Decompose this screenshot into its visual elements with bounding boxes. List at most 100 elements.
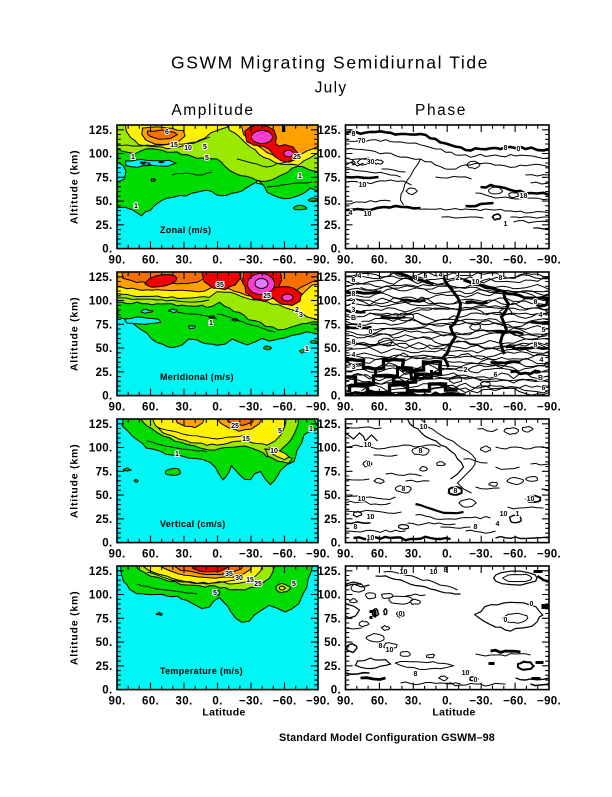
- svg-text:4: 4: [349, 210, 353, 217]
- svg-text:6: 6: [352, 277, 356, 284]
- svg-text:90.: 90.: [337, 255, 354, 267]
- svg-text:30.: 30.: [176, 255, 193, 267]
- svg-text:75.: 75.: [96, 319, 113, 331]
- svg-text:10: 10: [359, 182, 367, 189]
- svg-text:50.: 50.: [324, 490, 341, 502]
- svg-text:Zonal (m/s): Zonal (m/s): [160, 225, 211, 235]
- svg-text:Altitude (km): Altitude (km): [69, 591, 81, 666]
- svg-text:4: 4: [496, 521, 500, 528]
- svg-text:10: 10: [462, 670, 470, 677]
- svg-text:30.: 30.: [176, 549, 193, 561]
- svg-text:125.: 125.: [89, 419, 113, 431]
- svg-text:4: 4: [540, 357, 544, 364]
- svg-text:5: 5: [203, 144, 207, 151]
- svg-text:100.: 100.: [89, 590, 113, 602]
- svg-text:125.: 125.: [317, 566, 341, 578]
- svg-text:B: B: [538, 375, 543, 382]
- svg-text:−60.: −60.: [273, 696, 297, 708]
- svg-text:100.: 100.: [317, 149, 341, 161]
- svg-text:−60.: −60.: [503, 696, 527, 708]
- svg-text:1: 1: [504, 221, 508, 228]
- svg-text:50.: 50.: [96, 637, 113, 649]
- svg-text:5: 5: [292, 581, 296, 588]
- svg-text:15: 15: [170, 142, 178, 149]
- svg-text:1: 1: [309, 426, 313, 433]
- svg-text:50.: 50.: [324, 637, 341, 649]
- svg-text:25.: 25.: [324, 220, 341, 232]
- svg-text:0.: 0.: [212, 255, 222, 267]
- svg-text:−90.: −90.: [306, 402, 330, 414]
- svg-text:4: 4: [439, 272, 443, 279]
- svg-text:Phase: Phase: [415, 102, 467, 119]
- svg-text:8: 8: [414, 671, 418, 678]
- svg-text:0: 0: [474, 677, 478, 684]
- svg-text:100.: 100.: [317, 590, 341, 602]
- svg-text:0.: 0.: [212, 402, 222, 414]
- svg-text:90.: 90.: [109, 696, 126, 708]
- svg-text:75.: 75.: [96, 613, 113, 625]
- svg-text:3: 3: [299, 312, 303, 319]
- svg-text:30.: 30.: [405, 402, 422, 414]
- svg-text:4: 4: [358, 323, 362, 330]
- svg-text:10: 10: [420, 424, 428, 431]
- svg-text:−60.: −60.: [273, 402, 297, 414]
- svg-text:8: 8: [414, 275, 418, 282]
- svg-text:Altitude (km): Altitude (km): [69, 297, 81, 372]
- svg-text:25: 25: [263, 293, 271, 300]
- svg-text:0.: 0.: [331, 685, 341, 697]
- svg-text:GSWM Migrating Semidiurnal Tid: GSWM Migrating Semidiurnal Tide: [171, 53, 489, 73]
- svg-text:25: 25: [254, 581, 262, 588]
- svg-text:2: 2: [352, 299, 356, 306]
- svg-text:25.: 25.: [324, 514, 341, 526]
- svg-text:30: 30: [367, 159, 375, 166]
- svg-text:75.: 75.: [324, 172, 341, 184]
- svg-text:10: 10: [367, 535, 375, 542]
- svg-text:−90.: −90.: [537, 696, 561, 708]
- svg-text:8: 8: [474, 524, 478, 531]
- svg-text:30.: 30.: [176, 696, 193, 708]
- svg-text:−90.: −90.: [306, 696, 330, 708]
- svg-text:25: 25: [293, 154, 301, 161]
- svg-text:75.: 75.: [96, 172, 113, 184]
- svg-text:0: 0: [504, 617, 508, 624]
- svg-text:0.: 0.: [442, 549, 452, 561]
- svg-text:10: 10: [400, 569, 408, 576]
- svg-text:60.: 60.: [371, 696, 388, 708]
- svg-text:3: 3: [352, 307, 356, 314]
- svg-text:4: 4: [352, 352, 356, 359]
- svg-text:0.: 0.: [212, 696, 222, 708]
- svg-text:2: 2: [456, 275, 460, 282]
- svg-text:25.: 25.: [96, 367, 113, 379]
- svg-text:30.: 30.: [176, 402, 193, 414]
- svg-text:−60.: −60.: [273, 549, 297, 561]
- svg-text:100.: 100.: [89, 149, 113, 161]
- svg-text:10: 10: [358, 496, 366, 503]
- svg-text:2: 2: [295, 307, 299, 314]
- svg-text:10: 10: [430, 569, 438, 576]
- svg-text:25: 25: [231, 423, 239, 430]
- svg-text:B: B: [351, 315, 356, 322]
- svg-text:100.: 100.: [89, 296, 113, 308]
- svg-text:0.: 0.: [331, 244, 341, 256]
- svg-text:3: 3: [352, 364, 356, 371]
- svg-text:5: 5: [278, 428, 282, 435]
- svg-text:1: 1: [131, 154, 135, 161]
- svg-text:0.: 0.: [442, 255, 452, 267]
- svg-text:25.: 25.: [96, 514, 113, 526]
- svg-text:−30.: −30.: [239, 696, 263, 708]
- svg-text:75.: 75.: [96, 466, 113, 478]
- svg-text:90.: 90.: [337, 696, 354, 708]
- svg-text:125.: 125.: [317, 125, 341, 137]
- svg-text:90.: 90.: [109, 402, 126, 414]
- svg-text:125.: 125.: [89, 566, 113, 578]
- svg-text:10: 10: [527, 496, 535, 503]
- svg-text:6: 6: [424, 273, 428, 280]
- svg-text:1: 1: [298, 173, 302, 180]
- svg-text:−90.: −90.: [537, 549, 561, 561]
- svg-text:−30.: −30.: [469, 402, 493, 414]
- svg-text:100.: 100.: [89, 443, 113, 455]
- svg-text:25.: 25.: [324, 367, 341, 379]
- svg-text:60.: 60.: [371, 549, 388, 561]
- svg-text:90.: 90.: [109, 255, 126, 267]
- svg-text:10: 10: [500, 511, 508, 518]
